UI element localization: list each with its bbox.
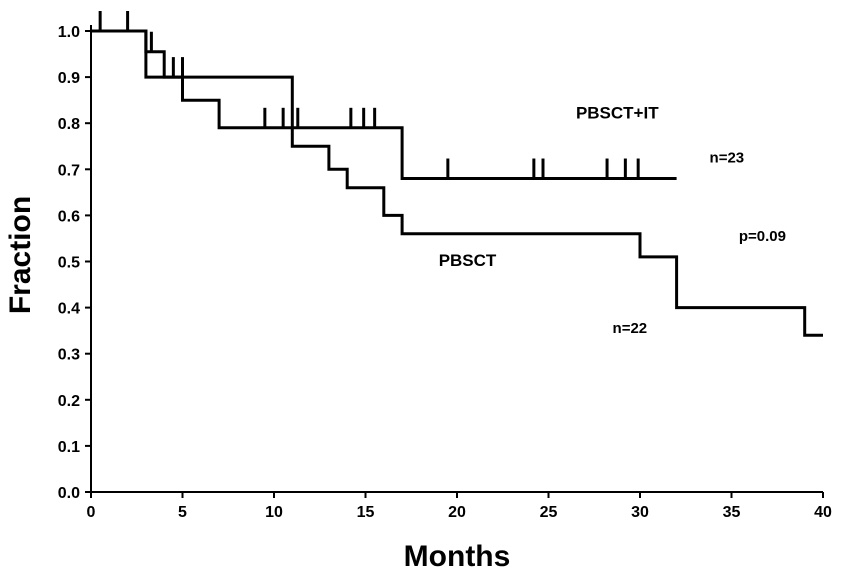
- y-tick-label: 0.8: [58, 116, 80, 133]
- y-tick-label: 0.0: [58, 485, 80, 502]
- y-axis-title: Fraction: [4, 196, 37, 314]
- x-tick-label: 30: [631, 504, 649, 521]
- x-tick-label: 20: [448, 504, 466, 521]
- x-tick-label: 35: [723, 504, 741, 521]
- x-tick-label: 25: [540, 504, 558, 521]
- annotation-label: p=0.09: [739, 228, 786, 245]
- y-tick-label: 0.7: [58, 162, 80, 179]
- x-ticks: 0 5 10 15 20 25 30 35 40: [87, 492, 832, 521]
- x-tick-label: 5: [178, 504, 187, 521]
- annotation-label: n=22: [613, 320, 648, 337]
- plot-area: 0 5 10 15 20 25 30 35 40 0.00.10.20.30.40.50.60.…: [58, 11, 832, 521]
- y-tick-label: 0.3: [58, 347, 80, 364]
- annotation-label: PBSCT+IT: [576, 104, 659, 123]
- y-ticks: 0.0 0.1 0.2 0.3 0.4 0.5 0.6 0.7 0.8 0.9 1.0: [58, 24, 91, 502]
- y-tick-label: 0.9: [58, 70, 80, 87]
- x-tick-label: 0: [87, 504, 96, 521]
- x-tick-label: 15: [357, 504, 375, 521]
- y-tick-label: 0.4: [58, 301, 80, 318]
- x-tick-label: 40: [814, 504, 832, 521]
- x-axis-title: Months: [404, 540, 511, 573]
- y-tick-label: 0.6: [58, 208, 80, 225]
- series-line-2: [91, 29, 823, 337]
- censor-marks: [98, 11, 640, 179]
- y-tick-label: 0.5: [58, 255, 80, 272]
- y-tick-label: 1.0: [58, 24, 80, 41]
- series-layer: [91, 29, 823, 337]
- annotations: PBSCT+IT n=23 p=0.09 PBSCT n=22: [439, 104, 786, 337]
- annotation-label: PBSCT: [439, 251, 497, 270]
- annotation-label: n=23: [710, 149, 745, 166]
- x-tick-label: 10: [265, 504, 283, 521]
- y-tick-label: 0.1: [58, 439, 80, 456]
- y-tick-label: 0.2: [58, 393, 80, 410]
